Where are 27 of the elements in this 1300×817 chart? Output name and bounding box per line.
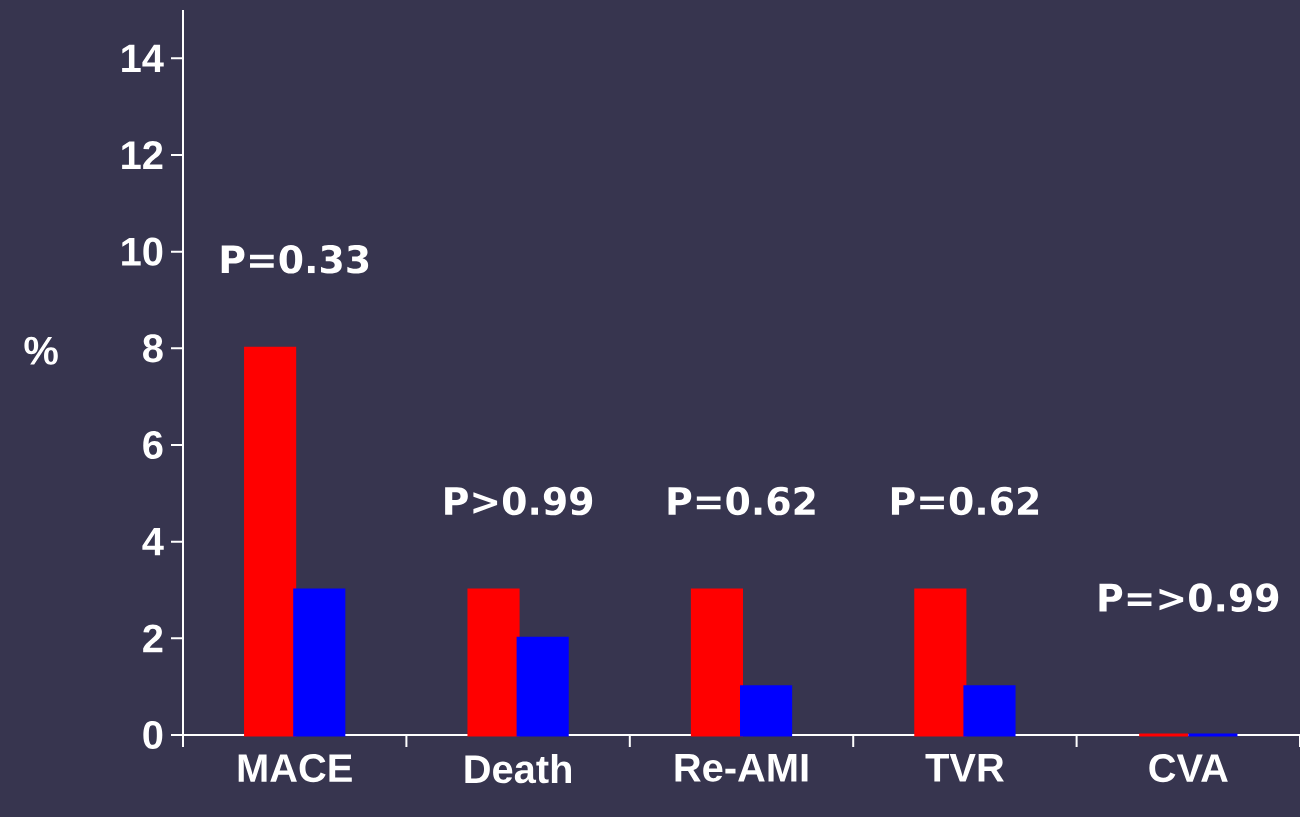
bar: [914, 588, 967, 737]
x-tick-label: Death: [465, 754, 571, 784]
y-tick-label: 14: [122, 44, 164, 73]
annotation: P=0.33: [221, 244, 369, 274]
bar: [963, 685, 1016, 737]
y-tick-label: 6: [143, 430, 163, 460]
x-tick-label: MACE: [238, 754, 352, 783]
y-tick-label: 12: [122, 141, 163, 169]
y-tick-label: 4: [142, 527, 164, 556]
annotation: P=0.62: [891, 486, 1039, 516]
bar: [690, 588, 744, 737]
annotation: P>0.99: [445, 486, 593, 516]
bar: [244, 346, 297, 737]
bar: [740, 685, 793, 737]
y-tick-label: 0: [143, 720, 163, 750]
y-tick-label: 2: [143, 624, 163, 653]
bar: [516, 636, 569, 737]
bar: [467, 588, 520, 737]
x-tick-label: Re-AMI: [675, 754, 808, 782]
y-axis-title: %: [24, 336, 58, 365]
y-tick-label: 10: [122, 237, 163, 266]
bar: [293, 588, 346, 737]
annotation: P=>0.99: [1099, 583, 1279, 612]
x-tick-label: CVA: [1149, 754, 1228, 783]
annotation: P=0.62: [668, 486, 815, 516]
y-tick-label: 8: [143, 334, 163, 363]
x-tick-label: TVR: [925, 754, 1004, 782]
